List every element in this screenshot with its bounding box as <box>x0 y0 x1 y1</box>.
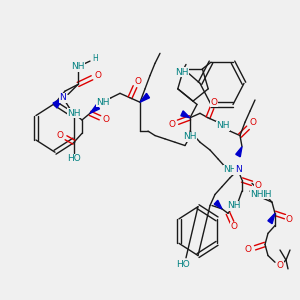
Text: O: O <box>211 98 218 107</box>
Text: O: O <box>56 131 64 140</box>
Text: NH: NH <box>183 132 197 141</box>
Text: O: O <box>94 71 101 80</box>
Text: N: N <box>60 93 66 102</box>
Text: NH: NH <box>250 190 264 199</box>
Text: O: O <box>286 215 292 224</box>
Text: HO: HO <box>176 260 190 269</box>
Text: H: H <box>92 54 98 63</box>
Text: O: O <box>134 76 142 85</box>
Text: O: O <box>230 222 238 231</box>
Text: NH: NH <box>67 109 81 118</box>
Text: O: O <box>169 120 176 129</box>
Polygon shape <box>90 104 100 113</box>
Text: HO: HO <box>67 154 81 164</box>
Text: NH: NH <box>96 98 110 107</box>
Polygon shape <box>214 200 222 209</box>
Polygon shape <box>268 213 275 224</box>
Polygon shape <box>53 98 63 108</box>
Text: NH: NH <box>227 201 241 210</box>
Text: NH: NH <box>258 190 272 199</box>
Text: N: N <box>235 166 242 175</box>
Text: NH: NH <box>175 68 189 77</box>
Text: O: O <box>254 181 262 190</box>
Text: NH: NH <box>223 166 237 175</box>
Text: NH: NH <box>216 121 230 130</box>
Text: NH: NH <box>71 62 85 71</box>
Polygon shape <box>236 147 242 157</box>
Polygon shape <box>181 111 190 118</box>
Text: O: O <box>103 116 110 124</box>
Text: O: O <box>244 245 251 254</box>
Polygon shape <box>140 93 149 102</box>
Text: O: O <box>250 118 256 127</box>
Text: O: O <box>277 261 284 270</box>
